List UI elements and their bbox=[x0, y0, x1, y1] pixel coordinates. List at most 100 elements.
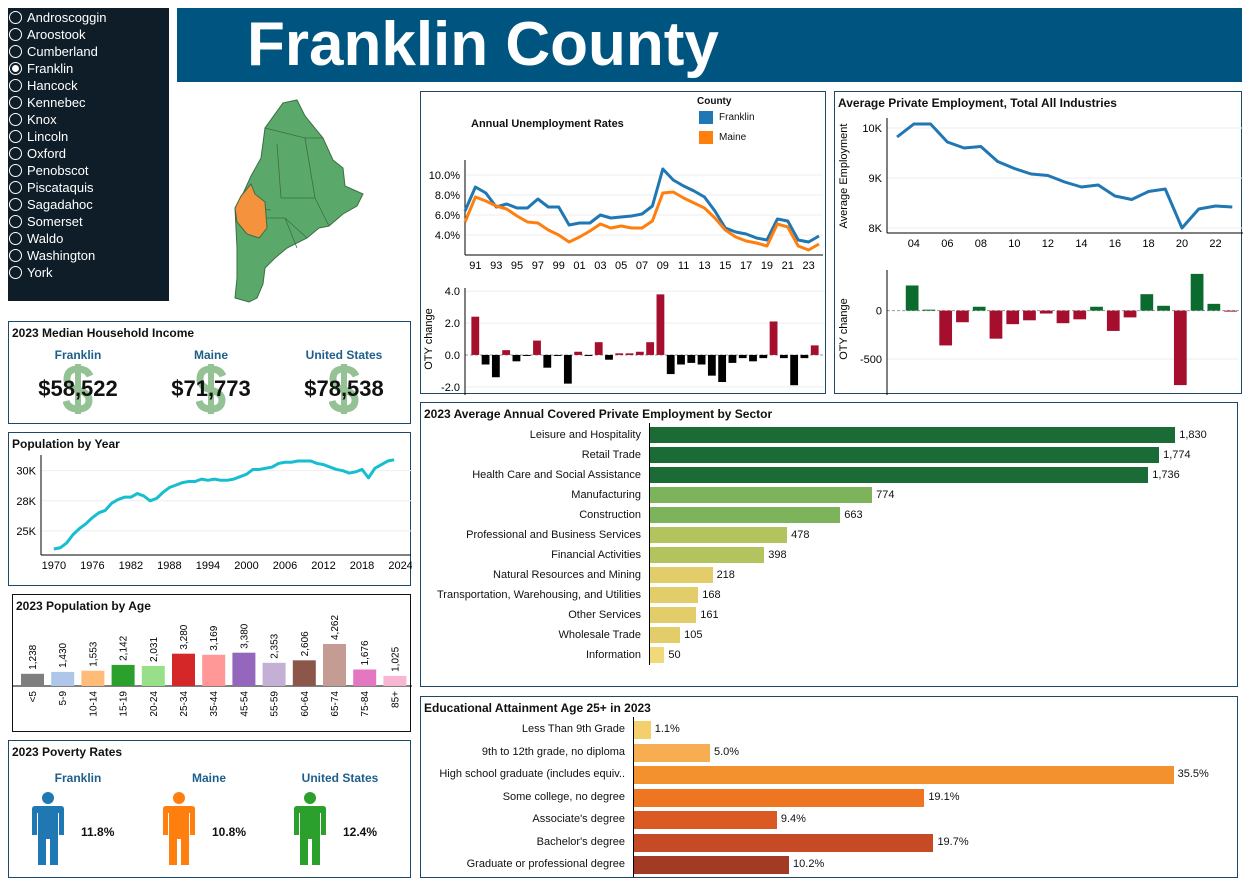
radio-icon[interactable] bbox=[9, 249, 22, 262]
county-option-york[interactable]: York bbox=[8, 264, 169, 281]
bar-2020[interactable] bbox=[769, 321, 778, 355]
bar-2019[interactable] bbox=[759, 354, 768, 359]
legend-item-franklin[interactable]: Franklin bbox=[699, 111, 755, 124]
bar-2020[interactable] bbox=[1173, 310, 1187, 386]
bar[interactable] bbox=[650, 567, 713, 583]
county-option-androscoggin[interactable]: Androscoggin bbox=[8, 9, 169, 26]
bar-2022[interactable] bbox=[790, 354, 799, 386]
county-option-sagadahoc[interactable]: Sagadahoc bbox=[8, 196, 169, 213]
radio-icon[interactable] bbox=[9, 79, 22, 92]
bar-2010[interactable] bbox=[1006, 310, 1020, 325]
age-bar-35-44[interactable] bbox=[202, 654, 226, 686]
bar-1998[interactable] bbox=[543, 354, 552, 368]
bar-2017[interactable] bbox=[1123, 310, 1137, 318]
age-bar-65-74[interactable] bbox=[323, 644, 346, 686]
bar-1999[interactable] bbox=[553, 354, 562, 356]
county-option-penobscot[interactable]: Penobscot bbox=[8, 162, 169, 179]
bar-2004[interactable] bbox=[605, 354, 613, 360]
age-bar-60-64[interactable] bbox=[292, 660, 316, 686]
radio-icon[interactable] bbox=[9, 164, 22, 177]
radio-icon[interactable] bbox=[9, 11, 22, 24]
radio-icon[interactable] bbox=[9, 130, 22, 143]
bar[interactable] bbox=[650, 587, 699, 603]
bar-2006[interactable] bbox=[625, 353, 634, 355]
bar[interactable] bbox=[634, 811, 777, 829]
radio-icon[interactable] bbox=[9, 147, 22, 160]
bar-2015[interactable] bbox=[718, 354, 727, 383]
bar-2012[interactable] bbox=[687, 354, 696, 363]
age-bar-5-9[interactable] bbox=[51, 671, 75, 686]
bar[interactable] bbox=[650, 487, 873, 503]
series-line-franklin[interactable] bbox=[463, 167, 820, 244]
bar-2007[interactable] bbox=[956, 310, 969, 323]
bar-2024[interactable] bbox=[810, 345, 819, 355]
county-option-washington[interactable]: Washington bbox=[8, 247, 169, 264]
bar-2008[interactable] bbox=[646, 342, 655, 355]
age-bar-10-14[interactable] bbox=[81, 670, 105, 686]
bar-2019[interactable] bbox=[1157, 305, 1170, 311]
bar-2009[interactable] bbox=[656, 294, 665, 355]
bar[interactable] bbox=[650, 647, 665, 663]
bar-2022[interactable] bbox=[1207, 303, 1221, 311]
bar-2014[interactable] bbox=[707, 354, 716, 376]
bar-2016[interactable] bbox=[728, 354, 737, 363]
series-line-total[interactable] bbox=[53, 458, 395, 551]
radio-icon[interactable] bbox=[9, 198, 22, 211]
bar[interactable] bbox=[634, 721, 651, 739]
bar[interactable] bbox=[634, 788, 925, 807]
county-option-lincoln[interactable]: Lincoln bbox=[8, 128, 169, 145]
radio-icon[interactable] bbox=[9, 62, 22, 75]
radio-icon[interactable] bbox=[9, 28, 22, 41]
radio-icon[interactable] bbox=[9, 96, 22, 109]
bar-2006[interactable] bbox=[939, 310, 953, 346]
age-bar-15-19[interactable] bbox=[111, 664, 135, 686]
county-option-somerset[interactable]: Somerset bbox=[8, 213, 169, 230]
bar-1991[interactable] bbox=[471, 316, 480, 355]
county-option-franklin[interactable]: Franklin bbox=[8, 60, 169, 77]
bar-2021[interactable] bbox=[779, 354, 788, 359]
bar-2016[interactable] bbox=[1106, 310, 1120, 331]
radio-icon[interactable] bbox=[9, 232, 22, 245]
bar-2008[interactable] bbox=[972, 306, 986, 311]
radio-icon[interactable] bbox=[9, 266, 22, 279]
bar[interactable] bbox=[650, 627, 681, 643]
age-bar-75-84[interactable] bbox=[353, 669, 377, 686]
bar[interactable] bbox=[650, 607, 697, 623]
radio-icon[interactable] bbox=[9, 45, 22, 58]
county-option-piscataquis[interactable]: Piscataquis bbox=[8, 179, 169, 196]
bar[interactable] bbox=[650, 427, 1176, 443]
bar-1992[interactable] bbox=[481, 354, 490, 365]
county-option-cumberland[interactable]: Cumberland bbox=[8, 43, 169, 60]
age-bar-55-59[interactable] bbox=[262, 662, 286, 686]
bar-2018[interactable] bbox=[749, 354, 757, 362]
map-county-franklin[interactable] bbox=[234, 183, 268, 239]
bar-1994[interactable] bbox=[502, 350, 511, 355]
bar-2023[interactable] bbox=[800, 354, 809, 359]
bar-2018[interactable] bbox=[1140, 294, 1154, 311]
bar[interactable] bbox=[634, 833, 934, 852]
county-option-hancock[interactable]: Hancock bbox=[8, 77, 169, 94]
age-bar-20-24[interactable] bbox=[141, 665, 165, 686]
bar-1996[interactable] bbox=[522, 354, 531, 356]
county-option-kennebec[interactable]: Kennebec bbox=[8, 94, 169, 111]
bar-2023[interactable] bbox=[1224, 310, 1237, 312]
bar-2014[interactable] bbox=[1073, 310, 1087, 320]
county-option-knox[interactable]: Knox bbox=[8, 111, 169, 128]
county-option-oxford[interactable]: Oxford bbox=[8, 145, 169, 162]
bar-2013[interactable] bbox=[697, 354, 706, 365]
legend-item-maine[interactable]: Maine bbox=[699, 131, 746, 144]
bar[interactable] bbox=[634, 766, 1174, 784]
bar-2011[interactable] bbox=[677, 354, 685, 365]
bar-2012[interactable] bbox=[1039, 310, 1053, 314]
maine-map[interactable] bbox=[225, 98, 370, 304]
bar[interactable] bbox=[650, 547, 765, 563]
bar-2005[interactable] bbox=[615, 353, 624, 355]
bar[interactable] bbox=[650, 527, 788, 543]
age-bar-85+[interactable] bbox=[383, 675, 407, 686]
bar-2021[interactable] bbox=[1190, 273, 1204, 311]
bar[interactable] bbox=[650, 467, 1149, 483]
bar-2015[interactable] bbox=[1090, 306, 1103, 311]
bar-2001[interactable] bbox=[574, 351, 583, 355]
county-option-waldo[interactable]: Waldo bbox=[8, 230, 169, 247]
bar-2011[interactable] bbox=[1023, 310, 1036, 321]
